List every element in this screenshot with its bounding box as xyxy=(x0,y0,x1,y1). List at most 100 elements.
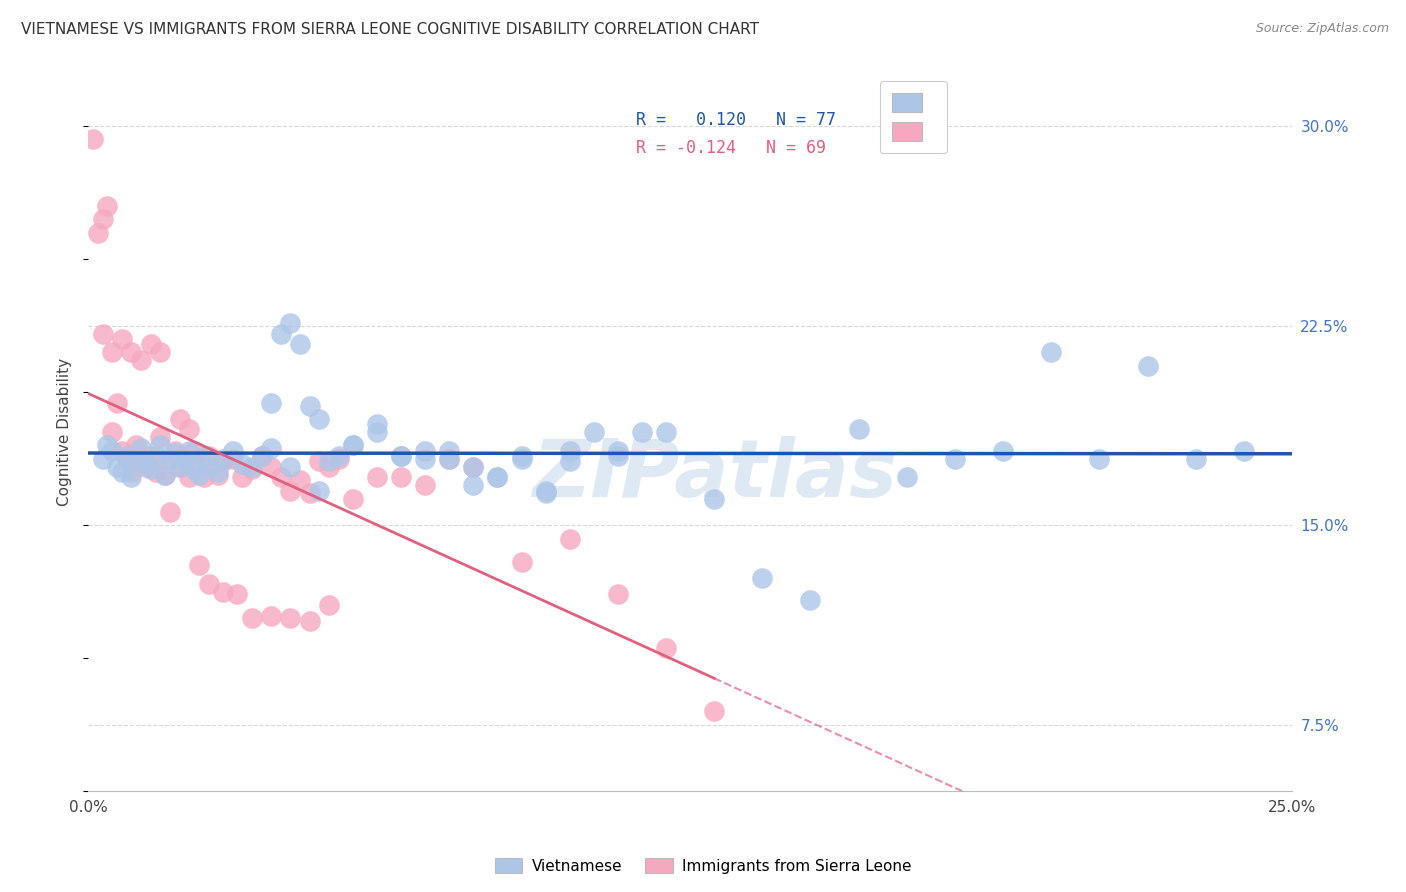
Point xyxy=(298,399,321,413)
Point xyxy=(145,465,167,479)
Point xyxy=(105,459,128,474)
Point xyxy=(413,451,436,466)
Point xyxy=(308,483,330,498)
Point xyxy=(111,465,134,479)
Point xyxy=(751,571,773,585)
Point xyxy=(212,451,235,466)
Point xyxy=(655,640,678,655)
Point xyxy=(328,451,350,466)
Point xyxy=(298,614,321,628)
Point xyxy=(149,345,172,359)
Point xyxy=(991,443,1014,458)
Point xyxy=(231,470,253,484)
Point xyxy=(149,438,172,452)
Point xyxy=(510,451,533,466)
Point xyxy=(318,598,340,612)
Text: VIETNAMESE VS IMMIGRANTS FROM SIERRA LEONE COGNITIVE DISABILITY CORRELATION CHAR: VIETNAMESE VS IMMIGRANTS FROM SIERRA LEO… xyxy=(21,22,759,37)
Point xyxy=(510,556,533,570)
Point xyxy=(163,443,186,458)
Point xyxy=(115,449,138,463)
Point xyxy=(534,486,557,500)
Point xyxy=(389,449,412,463)
Y-axis label: Cognitive Disability: Cognitive Disability xyxy=(58,358,72,506)
Point xyxy=(486,470,509,484)
Point xyxy=(486,470,509,484)
Point xyxy=(121,470,143,484)
Point xyxy=(139,337,162,351)
Point xyxy=(125,438,148,452)
Point xyxy=(129,451,152,466)
Point xyxy=(439,451,461,466)
Point xyxy=(207,465,229,479)
Point xyxy=(606,449,628,463)
Point xyxy=(207,467,229,482)
Point xyxy=(105,396,128,410)
Point xyxy=(318,454,340,468)
Point xyxy=(212,454,235,468)
Point xyxy=(463,459,485,474)
Text: Source: ZipAtlas.com: Source: ZipAtlas.com xyxy=(1256,22,1389,36)
Point xyxy=(270,470,292,484)
Point xyxy=(179,470,201,484)
Point xyxy=(240,459,263,474)
Point xyxy=(280,316,302,330)
Point xyxy=(193,449,215,463)
Point xyxy=(197,459,219,474)
Point xyxy=(221,451,243,466)
Point xyxy=(240,462,263,476)
Point xyxy=(111,332,134,346)
Point xyxy=(510,449,533,463)
Point xyxy=(342,438,364,452)
Point xyxy=(328,449,350,463)
Point xyxy=(139,449,162,463)
Point xyxy=(121,345,143,359)
Point xyxy=(159,505,181,519)
Point xyxy=(173,454,195,468)
Point xyxy=(226,587,249,601)
Point xyxy=(163,446,186,460)
Point xyxy=(231,457,253,471)
Point xyxy=(280,483,302,498)
Point xyxy=(159,451,181,466)
Point xyxy=(1040,345,1063,359)
Legend: Vietnamese, Immigrants from Sierra Leone: Vietnamese, Immigrants from Sierra Leone xyxy=(489,852,917,880)
Point xyxy=(145,449,167,463)
Point xyxy=(558,443,581,458)
Point xyxy=(558,532,581,546)
Point xyxy=(389,470,412,484)
Point xyxy=(212,584,235,599)
Point xyxy=(139,462,162,476)
Point xyxy=(308,412,330,426)
Point xyxy=(91,451,114,466)
Point xyxy=(91,326,114,341)
Point xyxy=(606,443,628,458)
Point xyxy=(280,459,302,474)
Point xyxy=(129,441,152,455)
Point xyxy=(288,473,311,487)
Point xyxy=(221,443,243,458)
Point xyxy=(1136,359,1159,373)
Point xyxy=(101,443,124,458)
Point xyxy=(1233,443,1256,458)
Point xyxy=(153,467,176,482)
Point xyxy=(197,576,219,591)
Point xyxy=(183,462,205,476)
Point xyxy=(187,467,209,482)
Text: R =   0.120   N = 77: R = 0.120 N = 77 xyxy=(636,111,837,128)
Point xyxy=(631,425,654,439)
Point xyxy=(366,417,388,431)
Point xyxy=(389,449,412,463)
Point xyxy=(159,451,181,466)
Point xyxy=(439,451,461,466)
Point xyxy=(135,457,157,471)
Point xyxy=(848,422,870,436)
Point xyxy=(179,422,201,436)
Point xyxy=(240,611,263,625)
Point xyxy=(193,470,215,484)
Point xyxy=(318,459,340,474)
Point xyxy=(366,470,388,484)
Point xyxy=(896,470,918,484)
Point xyxy=(183,443,205,458)
Point xyxy=(135,459,157,474)
Point xyxy=(82,132,104,146)
